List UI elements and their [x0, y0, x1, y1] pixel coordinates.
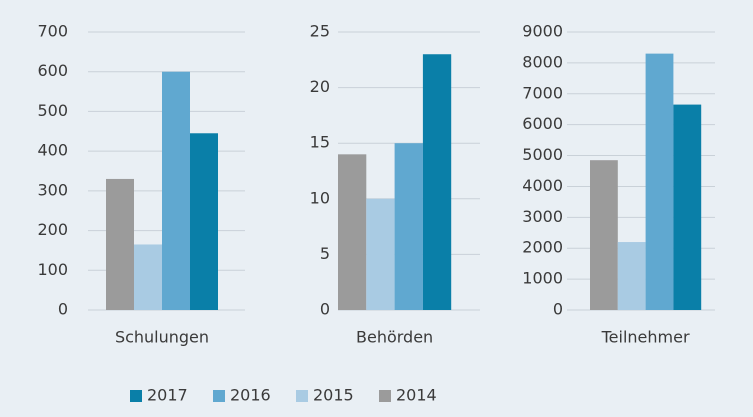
- bar: [673, 104, 702, 310]
- bar: [106, 178, 134, 310]
- legend-swatch: [379, 390, 391, 402]
- legend-label: 2017: [147, 386, 188, 405]
- y-tick-label: 3000: [522, 207, 563, 226]
- y-tick-label: 4000: [522, 176, 563, 195]
- bar: [590, 160, 618, 310]
- y-tick-label: 9000: [522, 22, 563, 41]
- y-tick-label: 8000: [522, 52, 563, 71]
- y-tick-label: 7000: [522, 83, 563, 102]
- y-tick-label: 2000: [522, 238, 563, 257]
- y-tick-label: 1000: [522, 269, 563, 288]
- y-tick-label: 20: [310, 77, 330, 96]
- legend-swatch: [296, 390, 308, 402]
- y-tick-label: 25: [310, 22, 330, 41]
- bar: [422, 54, 452, 310]
- bar: [394, 143, 423, 310]
- x-tick-label: Teilnehmer: [601, 328, 690, 347]
- legend-swatch: [213, 390, 225, 402]
- legend-label: 2016: [230, 386, 271, 405]
- bar: [366, 198, 395, 310]
- bar: [162, 71, 190, 310]
- y-tick-label: 400: [37, 141, 68, 160]
- y-tick-label: 300: [37, 180, 68, 199]
- legend-label: 2015: [313, 386, 354, 405]
- legend-label: 2017: [147, 386, 188, 405]
- legend-label: 2016: [230, 386, 271, 405]
- legend-label: 2014: [396, 386, 437, 405]
- legend-label: 2014: [396, 386, 437, 405]
- y-tick-label: 6000: [522, 114, 563, 133]
- y-tick-label: 0: [320, 300, 330, 319]
- y-tick-label: 0: [58, 300, 68, 319]
- bar: [190, 133, 218, 310]
- bar: [338, 154, 367, 310]
- bar: [134, 244, 162, 310]
- legend-label: 2015: [313, 386, 354, 405]
- x-tick-label: Behörden: [356, 328, 433, 347]
- y-tick-label: 100: [37, 260, 68, 279]
- y-tick-label: 10: [310, 188, 330, 207]
- y-tick-label: 15: [310, 133, 330, 152]
- y-tick-label: 5: [320, 244, 330, 263]
- y-tick-label: 500: [37, 101, 68, 120]
- legend-swatch: [130, 390, 142, 402]
- bar: [617, 242, 646, 310]
- bar: [645, 53, 674, 310]
- y-tick-label: 5000: [522, 145, 563, 164]
- y-tick-label: 600: [37, 61, 68, 80]
- y-tick-label: 200: [37, 220, 68, 239]
- y-tick-label: 700: [37, 22, 68, 41]
- y-tick-label: 0: [553, 300, 563, 319]
- x-tick-label: Schulungen: [115, 328, 209, 347]
